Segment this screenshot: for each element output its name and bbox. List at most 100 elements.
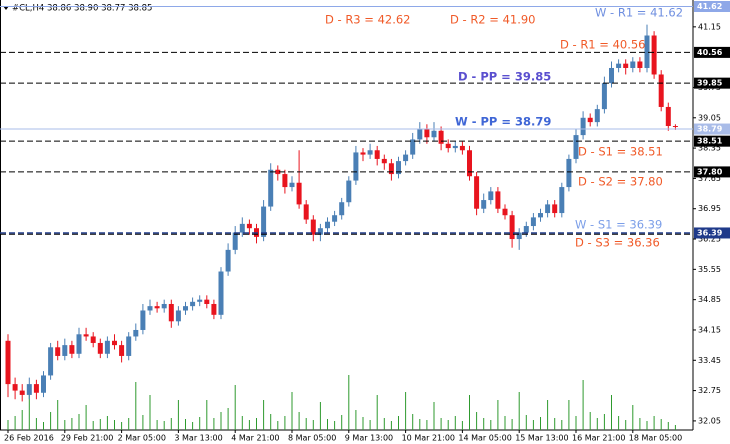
candle-body [594, 109, 600, 123]
level-label: W - R1 = 41.62 [595, 6, 683, 20]
level-label: D - S3 = 36.36 [575, 236, 660, 250]
candle-body [268, 169, 274, 207]
level-tag [694, 135, 730, 147]
candle-body [55, 347, 61, 356]
candle-body [62, 345, 68, 356]
candle-body [445, 143, 451, 149]
candle-body [467, 150, 472, 177]
level-tag [694, 77, 730, 89]
x-tick-label: 9 Mar 13:00 [345, 434, 393, 443]
candle-body [83, 334, 89, 337]
level-label: D - R1 = 40.56 [560, 38, 646, 52]
candle-body [12, 384, 18, 391]
candle-body [367, 150, 373, 155]
candle-body [438, 130, 444, 144]
candle-body [538, 213, 543, 218]
candle-body [516, 232, 522, 240]
x-tick-label: 15 Mar 13:00 [515, 434, 568, 443]
y-tick-label: 38.35 [698, 144, 721, 153]
candle-body [332, 215, 338, 222]
candle-body [48, 347, 54, 376]
level-tag [694, 166, 730, 178]
candle-body [644, 35, 650, 68]
level-label: D - S2 = 37.80 [578, 175, 663, 189]
level-tag-label: 38.79 [697, 125, 723, 134]
candle-body [374, 150, 380, 159]
candle-body [310, 219, 316, 235]
x-tick-label: 16 Mar 21:00 [572, 434, 625, 443]
candle-body [403, 154, 409, 162]
candle-body [97, 342, 103, 354]
candle-body [509, 215, 515, 240]
candle-body [410, 139, 416, 155]
candle-body [218, 271, 224, 315]
y-tick-label: 34.15 [698, 325, 721, 334]
level-tag-label: 39.85 [697, 79, 723, 88]
x-tick-label: 26 Feb 2016 [4, 434, 54, 443]
candle-body [459, 145, 465, 151]
candle-body [19, 390, 25, 395]
candle-body [474, 176, 480, 209]
candle-body [261, 206, 267, 237]
candle-body [317, 228, 323, 235]
candle-body [289, 182, 295, 188]
candle-body [104, 340, 110, 354]
candle-body [26, 384, 32, 395]
candle-body [197, 299, 203, 302]
level-label: D - PP = 39.85 [458, 70, 551, 84]
candle-body [126, 336, 132, 356]
y-tick-label: 37.65 [698, 174, 721, 183]
level-tag-label: 37.80 [697, 167, 723, 176]
candle-body [41, 375, 46, 393]
candle-body [282, 174, 288, 188]
candle-body [147, 306, 153, 311]
level-tag [694, 227, 730, 239]
candle-body [190, 301, 196, 307]
candle-body [90, 336, 96, 343]
candle-body [154, 306, 160, 309]
candle-body [211, 303, 217, 315]
level-label: W - PP = 38.79 [455, 115, 551, 129]
candle-body [651, 35, 657, 75]
candle-body [339, 202, 345, 216]
candle-body [495, 191, 501, 209]
candle-body [296, 182, 302, 205]
level-tag-label: 41.62 [697, 2, 722, 11]
candle-body [481, 200, 487, 209]
candle-body [452, 145, 458, 149]
level-tag [694, 46, 730, 58]
candle-body [587, 117, 593, 123]
y-tick-label: 36.25 [698, 235, 721, 244]
candle-body [175, 310, 181, 322]
level-tag [694, 123, 730, 135]
y-tick-label: 35.55 [698, 265, 721, 274]
candle-body [559, 187, 565, 214]
candle-body [545, 204, 551, 214]
y-tick-label: 33.45 [698, 356, 721, 365]
y-tick-label: 32.75 [698, 386, 721, 395]
candle-body [5, 340, 11, 385]
candle-body [630, 61, 636, 68]
level-label: W - S1 = 36.39 [575, 218, 662, 232]
candle-body [183, 306, 188, 311]
candle-body [388, 163, 394, 175]
candle-body [225, 249, 231, 272]
candle-body [381, 158, 387, 164]
candle-body [396, 161, 401, 175]
candle-body [353, 152, 359, 181]
candle-body [239, 223, 245, 233]
candle-body [112, 340, 117, 346]
candle-body [573, 135, 579, 159]
y-tick-label: 32.05 [698, 416, 721, 425]
x-tick-label: 2 Mar 05:00 [118, 434, 166, 443]
collapse-icon [3, 6, 9, 10]
candle-body [530, 217, 536, 227]
level-tag-label: 40.56 [697, 48, 723, 57]
candle-body [609, 67, 614, 84]
x-tick-label: 14 Mar 05:00 [458, 434, 511, 443]
candle-body [119, 345, 125, 356]
y-tick-label: 36.95 [698, 204, 721, 213]
candle-body [580, 117, 586, 136]
